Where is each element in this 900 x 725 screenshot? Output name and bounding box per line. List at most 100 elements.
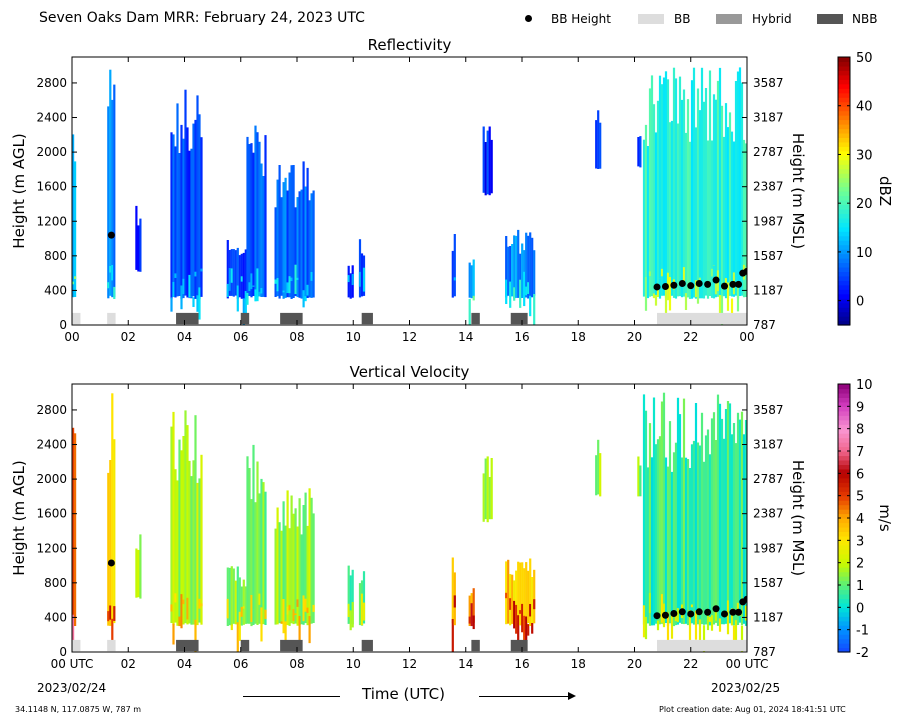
- echo-column: [292, 165, 295, 298]
- echo-column: [264, 491, 267, 625]
- echo-column: [724, 409, 728, 624]
- echo-core: [668, 277, 672, 311]
- y-tick-label-right: 3187: [753, 111, 784, 125]
- echo-column: [292, 513, 295, 625]
- bb-type-box-nbb: [471, 312, 480, 325]
- echo-core: [718, 295, 722, 321]
- bb-height-point: [729, 608, 737, 616]
- colorbar-segment: [838, 195, 850, 201]
- x-tick-label: 22: [683, 657, 698, 671]
- echo-core: [172, 281, 175, 298]
- echo-core: [280, 621, 283, 624]
- echo-region: [246, 125, 267, 305]
- echo-column: [182, 138, 185, 299]
- colorbar: 50 40 30 20 10 0 dBZ: [837, 51, 894, 326]
- echo-column: [744, 143, 747, 297]
- bb-type-box-nbb: [240, 639, 250, 652]
- echo-column: [664, 457, 668, 623]
- colorbar-segment: [838, 442, 850, 448]
- echo-column: [676, 123, 680, 297]
- echo-core: [107, 282, 110, 289]
- colorbar-segment: [838, 115, 850, 121]
- location-text: 34.1148 N, 117.0875 W, 787 m: [15, 705, 142, 714]
- echo-column: [236, 566, 239, 625]
- echo-column: [260, 163, 263, 297]
- colorbar-segment: [838, 553, 850, 559]
- echo-core: [529, 604, 532, 617]
- echo-column: [250, 499, 253, 627]
- echo-core: [718, 618, 722, 632]
- y-tick-label: 2000: [36, 145, 67, 159]
- echo-column: [531, 577, 534, 624]
- echo-column: [597, 439, 600, 495]
- echo-column: [700, 412, 704, 625]
- colorbar-segment: [838, 647, 850, 653]
- echo-core: [505, 592, 508, 599]
- colorbar-segment: [838, 518, 850, 524]
- x-tick-label: 00: [739, 330, 754, 344]
- echo-column: [680, 99, 684, 298]
- y-tick-label-right: 787: [753, 318, 776, 332]
- echo-core: [736, 287, 740, 312]
- y-tick-label: 2400: [36, 438, 67, 452]
- colorbar-segment: [838, 213, 850, 219]
- colorbar-segment: [838, 549, 850, 555]
- echo-column: [710, 418, 714, 624]
- bb-height-point: [678, 608, 686, 616]
- bb-height-point: [107, 559, 115, 567]
- colorbar-segment: [838, 500, 850, 506]
- echo-column: [254, 125, 257, 297]
- x-tick-label: 14: [458, 330, 473, 344]
- echo-core: [200, 268, 203, 272]
- echo-core: [74, 276, 77, 279]
- echo-core: [306, 284, 309, 296]
- echo-column: [234, 250, 237, 296]
- echo-column: [192, 460, 195, 625]
- echo-column: [674, 442, 678, 626]
- echo-column: [680, 457, 684, 624]
- echo-column: [196, 95, 199, 300]
- legend-label-hybrid: Hybrid: [752, 12, 792, 26]
- echo-column: [232, 249, 235, 297]
- echo-region: [135, 534, 142, 599]
- echo-core: [740, 625, 744, 652]
- echo-core: [472, 295, 475, 301]
- echo-column: [712, 412, 716, 625]
- echo-column: [252, 444, 255, 625]
- echo-column: [674, 78, 678, 299]
- echo-column: [230, 566, 233, 626]
- echo-column: [525, 232, 528, 298]
- echo-column: [714, 440, 718, 623]
- echo-column: [198, 114, 201, 299]
- echo-column: [351, 569, 354, 625]
- colorbar-segment: [838, 275, 850, 281]
- echo-column: [597, 110, 600, 169]
- echo-column: [453, 234, 456, 297]
- echo-column: [521, 562, 524, 625]
- echo-core: [296, 599, 299, 607]
- echo-core: [533, 599, 536, 610]
- echo-column: [200, 454, 203, 625]
- colorbar-segment: [838, 249, 850, 255]
- echo-column: [490, 139, 493, 194]
- echo-core: [676, 608, 680, 623]
- echo-core: [509, 281, 512, 308]
- echo-core: [349, 610, 352, 631]
- x-tick-label: 06: [233, 330, 248, 344]
- echo-core: [198, 598, 201, 609]
- legend-label-nbb: NBB: [852, 12, 878, 26]
- echo-column: [254, 502, 257, 624]
- echo-column: [599, 122, 602, 169]
- echo-core: [656, 620, 660, 631]
- echo-column: [113, 439, 116, 624]
- echo-region: [226, 566, 247, 652]
- colorbar-segment: [838, 397, 850, 403]
- colorbar-segment: [838, 495, 850, 501]
- colorbar-segment: [838, 235, 850, 241]
- echo-column: [672, 67, 676, 298]
- legend-label-bb-height: BB Height: [551, 12, 611, 26]
- echo-column: [296, 526, 299, 626]
- x-tick-label: 08: [289, 657, 304, 671]
- echo-column: [740, 411, 744, 626]
